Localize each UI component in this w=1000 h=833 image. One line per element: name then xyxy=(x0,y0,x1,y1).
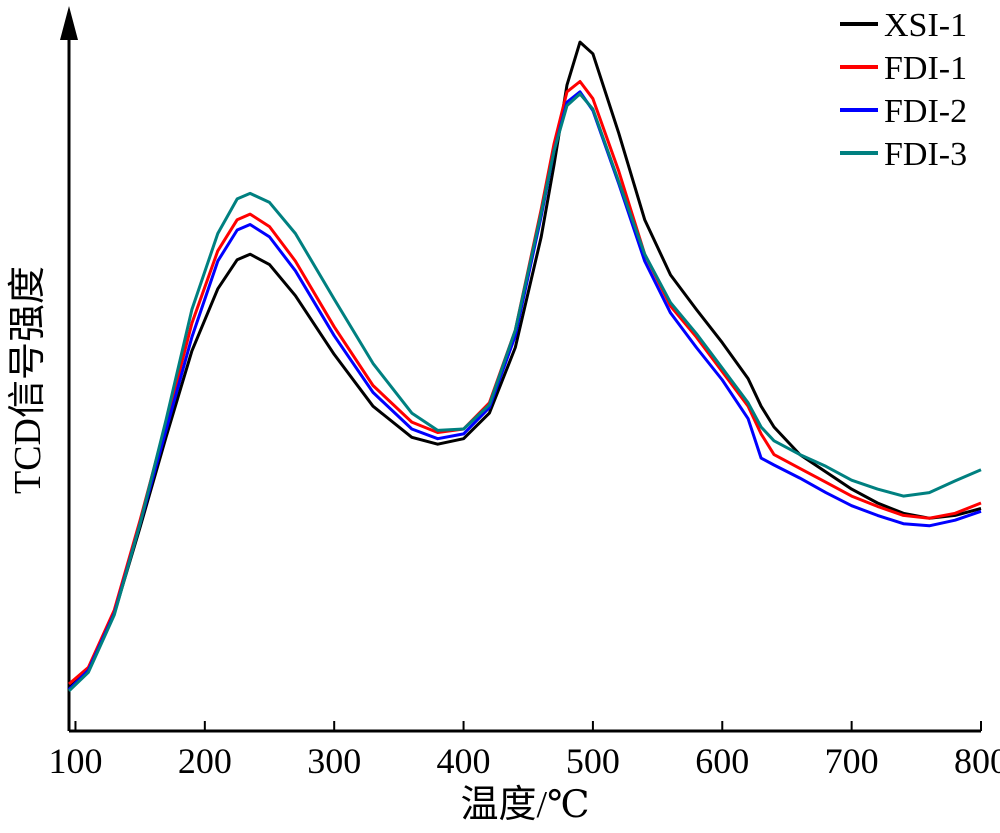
x-tick-label: 800 xyxy=(954,741,1000,781)
x-tick-label: 100 xyxy=(48,741,102,781)
y-axis-arrow xyxy=(60,6,78,40)
x-tick-label: 400 xyxy=(437,741,491,781)
series-line-fdi-3 xyxy=(67,92,982,692)
x-tick-label: 500 xyxy=(566,741,620,781)
series-line-fdi-2 xyxy=(67,90,982,691)
series-line-xsi-1 xyxy=(68,40,982,689)
x-tick-label: 300 xyxy=(307,741,361,781)
series-lines xyxy=(67,40,982,692)
legend: XSI-1 FDI-1 FDI-2 FDI-3 xyxy=(840,7,967,173)
y-axis-label: TCD信号强度 xyxy=(7,266,49,494)
x-ticks: 100 200 300 400 500 600 700 800 xyxy=(48,721,1000,781)
axes xyxy=(60,6,981,733)
x-tick-label: 700 xyxy=(825,741,879,781)
x-tick-label: 600 xyxy=(695,741,749,781)
series-line-fdi-1 xyxy=(68,80,982,686)
legend-label: FDI-3 xyxy=(884,136,967,173)
x-axis-label: 温度/℃ xyxy=(460,784,589,826)
legend-label: FDI-2 xyxy=(884,93,967,130)
legend-label: XSI-1 xyxy=(884,7,967,44)
x-tick-label: 200 xyxy=(178,741,232,781)
legend-label: FDI-1 xyxy=(884,50,967,87)
